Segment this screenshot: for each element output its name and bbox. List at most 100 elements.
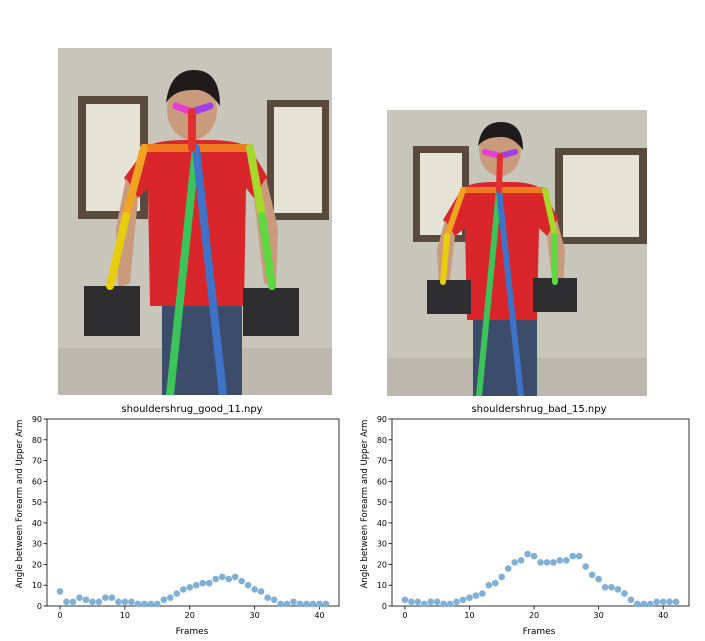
y-tick-label: 70	[32, 457, 42, 466]
data-point	[154, 600, 161, 608]
data-point	[89, 598, 96, 606]
data-point	[69, 598, 77, 606]
y-tick-label: 0	[37, 602, 42, 611]
x-tick-label: 20	[185, 611, 195, 620]
data-point	[199, 579, 207, 587]
data-point	[511, 559, 518, 566]
y-tick-label: 80	[32, 436, 42, 445]
data-point	[640, 600, 648, 608]
y-tick-label: 20	[377, 560, 387, 569]
x-tick-label: 10	[120, 611, 130, 620]
data-point	[614, 586, 622, 593]
data-point	[543, 559, 551, 566]
data-point	[277, 600, 284, 608]
y-tick-label: 70	[377, 457, 387, 466]
x-axis-label: Frames	[176, 627, 209, 637]
data-point	[225, 575, 232, 583]
data-point	[479, 590, 486, 597]
data-point	[160, 596, 168, 604]
x-axis-label: Frames	[523, 627, 556, 637]
data-point	[524, 550, 531, 558]
x-tick-label: 40	[314, 611, 324, 620]
y-tick-label: 10	[377, 581, 387, 590]
y-tick-label: 90	[32, 415, 42, 424]
data-point	[102, 594, 109, 601]
chart-title: shouldershrug_bad_15.npy	[471, 404, 606, 415]
y-tick-label: 90	[377, 415, 387, 424]
data-point	[537, 559, 544, 566]
x-tick-label: 0	[402, 611, 407, 620]
data-point	[115, 598, 122, 606]
data-point	[659, 598, 667, 606]
pose-photo-good-image	[58, 48, 332, 395]
pose-photo-good	[58, 48, 332, 395]
data-point	[556, 556, 564, 564]
data-point	[646, 600, 654, 608]
y-axis-label: Angle between Forearm and Upper Arm	[360, 420, 370, 589]
data-point	[472, 592, 480, 599]
data-point	[672, 598, 680, 606]
data-point	[634, 600, 641, 608]
x-tick-label: 40	[658, 611, 668, 620]
data-point	[427, 598, 435, 606]
data-point	[595, 575, 602, 583]
data-point	[453, 598, 460, 606]
data-point	[192, 581, 200, 589]
data-point	[205, 579, 213, 587]
data-point	[408, 598, 415, 606]
data-point	[433, 598, 441, 606]
data-point	[76, 594, 83, 601]
x-tick-label: 30	[250, 611, 260, 620]
pose-photo-bad	[387, 110, 647, 396]
data-point	[563, 556, 570, 564]
plot-frame	[46, 418, 340, 607]
y-tick-label: 50	[377, 498, 387, 507]
data-point	[63, 598, 70, 606]
data-point	[283, 600, 291, 608]
data-point	[401, 596, 409, 604]
data-point	[141, 600, 148, 608]
data-point	[121, 598, 129, 606]
data-point	[147, 600, 155, 608]
chart-good: shouldershrug_good_11.npy Frames Angle b…	[10, 398, 340, 641]
data-point	[582, 563, 589, 570]
plot-frame	[391, 418, 690, 607]
data-point	[504, 565, 512, 572]
data-point	[95, 598, 103, 606]
x-tick-label: 30	[594, 611, 604, 620]
data-point	[128, 598, 135, 606]
chart-good-svg: shouldershrug_good_11.npy Frames Angle b…	[15, 404, 340, 637]
y-tick-label: 60	[377, 477, 387, 486]
data-point	[296, 600, 304, 608]
data-point	[588, 571, 596, 579]
data-point	[316, 600, 323, 608]
data-point	[134, 600, 142, 608]
x-tick-label: 20	[529, 611, 539, 620]
y-tick-label: 50	[32, 498, 42, 507]
y-tick-label: 40	[32, 519, 42, 528]
data-point	[218, 573, 226, 581]
data-point	[420, 600, 428, 608]
data-point	[244, 581, 252, 589]
data-point	[498, 573, 506, 581]
data-point	[290, 598, 297, 606]
data-point	[82, 596, 90, 604]
data-point	[309, 600, 317, 608]
data-point	[575, 552, 583, 560]
data-point	[322, 600, 330, 608]
data-point	[666, 598, 673, 606]
data-point	[485, 581, 493, 589]
data-point	[212, 575, 220, 583]
data-point	[186, 584, 194, 591]
data-point	[608, 584, 615, 591]
data-point	[517, 556, 525, 564]
data-point	[550, 559, 557, 566]
data-point	[492, 579, 499, 587]
data-point	[530, 552, 538, 560]
pose-photo-bad-image	[387, 110, 647, 396]
data-point	[414, 598, 422, 606]
data-point	[627, 596, 635, 604]
data-point	[569, 552, 577, 560]
y-tick-label: 60	[32, 477, 42, 486]
data-point	[257, 588, 265, 595]
